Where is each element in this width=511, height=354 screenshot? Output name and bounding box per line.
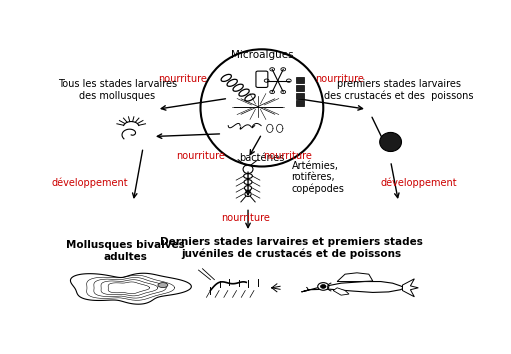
Polygon shape [301, 281, 405, 292]
Polygon shape [337, 273, 373, 281]
Text: développement: développement [51, 178, 128, 188]
Ellipse shape [200, 49, 323, 166]
Text: Microalgues: Microalgues [230, 50, 293, 60]
Ellipse shape [380, 132, 402, 152]
Bar [295, 93, 304, 99]
Polygon shape [403, 279, 419, 297]
Text: nourriture: nourriture [158, 74, 207, 84]
Text: développement: développement [380, 178, 457, 188]
Text: premiers stades larvaires
des crustacés et des  poissons: premiers stades larvaires des crustacés … [324, 79, 473, 101]
Circle shape [318, 282, 329, 290]
Bar [295, 78, 304, 84]
Bar [295, 85, 304, 91]
Bar [295, 100, 304, 106]
Text: Derniers stades larvaires et premiers stades
juvéniles de crustacés et de poisso: Derniers stades larvaires et premiers st… [160, 237, 423, 259]
Ellipse shape [158, 282, 168, 287]
Polygon shape [333, 288, 349, 295]
Text: nourriture: nourriture [263, 150, 312, 161]
Text: bactéries: bactéries [239, 153, 285, 163]
Text: Artémies,
rotifères,
copépodes: Artémies, rotifères, copépodes [292, 160, 344, 194]
Text: nourriture: nourriture [176, 150, 225, 161]
Polygon shape [71, 273, 191, 304]
Circle shape [320, 285, 326, 289]
Text: nourriture: nourriture [222, 213, 270, 223]
Text: nourriture: nourriture [315, 74, 363, 84]
Text: Mollusques bivalves
adultes: Mollusques bivalves adultes [66, 240, 184, 262]
Text: Tous les stades larvaires
des mollusques: Tous les stades larvaires des mollusques [58, 79, 177, 101]
